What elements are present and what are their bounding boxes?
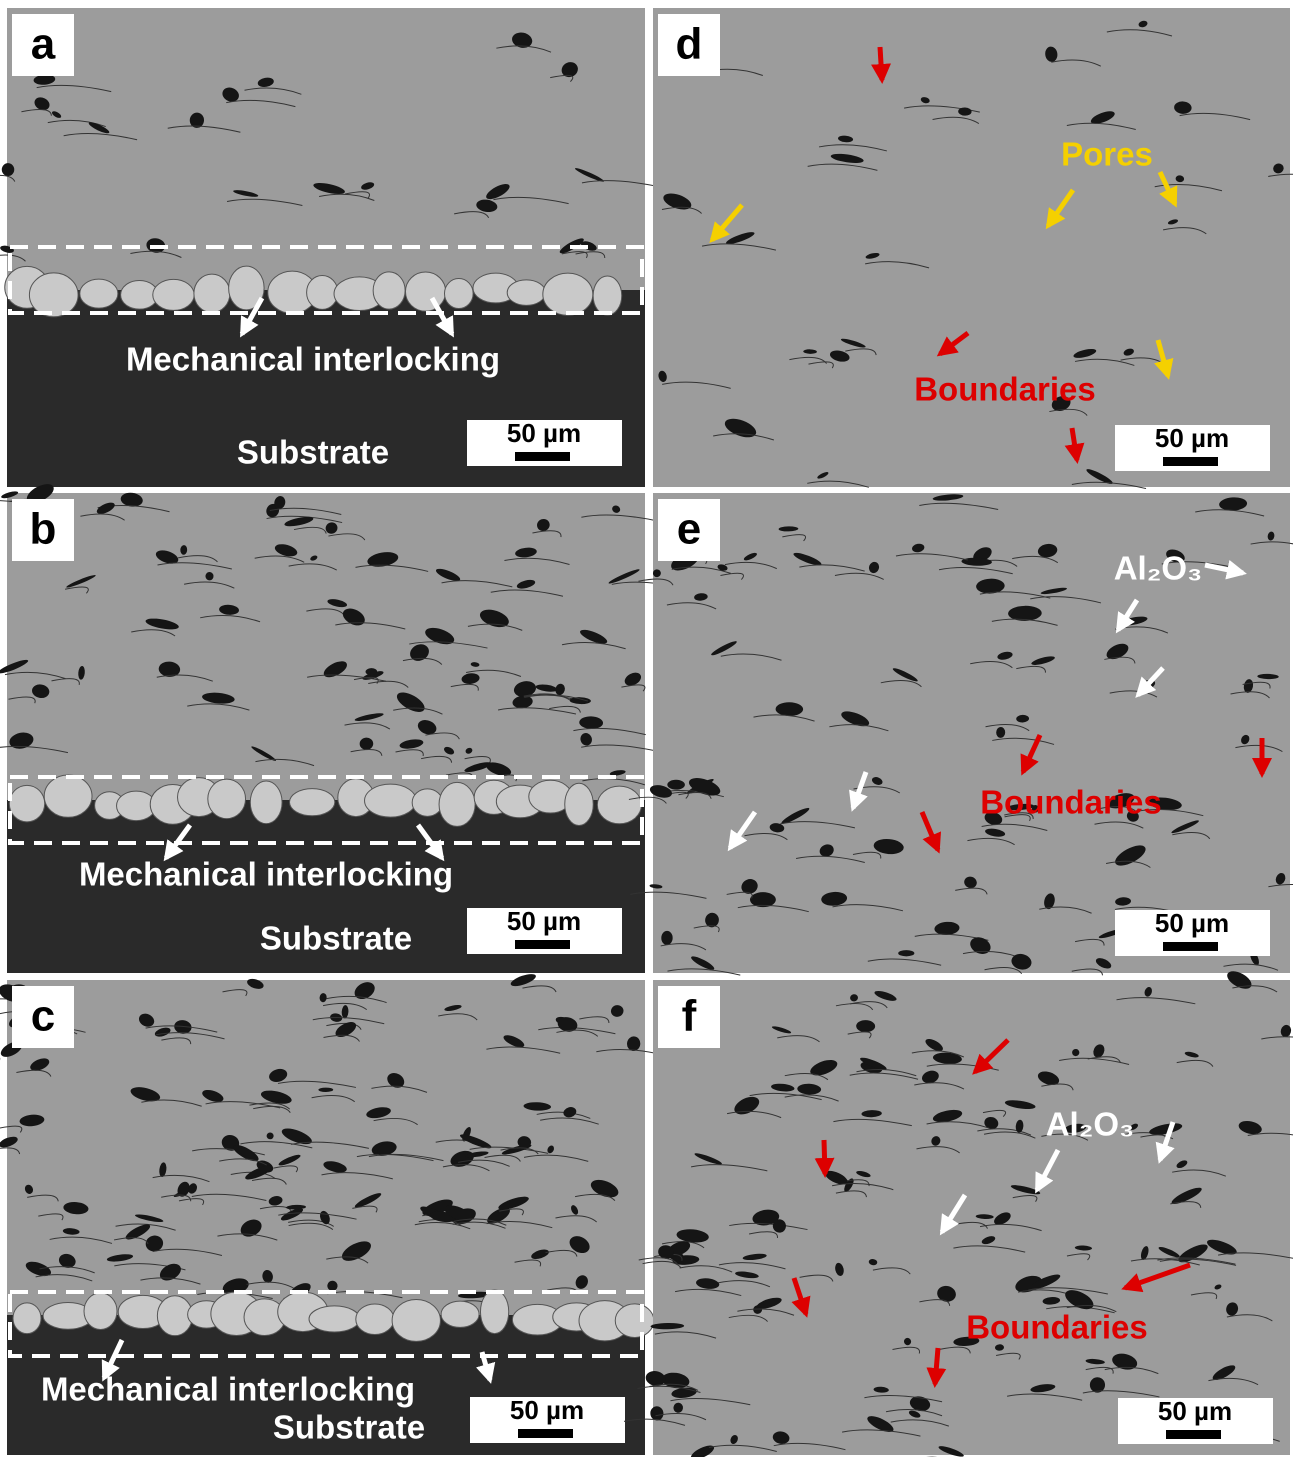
annotation: Substrate	[237, 434, 389, 471]
micrograph-panel: b Mechanical interlocking Substrate 50 µm	[0, 480, 683, 973]
scale-bar-label: 50 µm	[507, 418, 581, 448]
scale-bar-label: 50 µm	[1155, 908, 1229, 938]
particle	[543, 273, 593, 315]
particle	[29, 273, 78, 317]
particle	[208, 779, 246, 818]
particle	[412, 789, 442, 816]
particle	[84, 1293, 117, 1330]
scale-bar-label: 50 µm	[1158, 1396, 1232, 1426]
annotation: Substrate	[273, 1409, 425, 1446]
scale-bar-label: 50 µm	[507, 906, 581, 936]
pore	[898, 950, 914, 956]
particle	[153, 279, 194, 310]
micrograph-panel: e Al₂O₃ Boundaries 50 µm	[629, 493, 1293, 975]
particle	[615, 1304, 654, 1338]
particle	[356, 1304, 394, 1335]
particle	[565, 783, 593, 825]
body: {"panels":[ {"letter":"a","labels":["Mec…	[0, 0, 1293, 1457]
page: SEM micrographs html,body{margin:0;paddi…	[0, 0, 1293, 1457]
arrow	[824, 1140, 825, 1174]
annotation: Al₂O₃	[1114, 550, 1203, 587]
scale-bar-label: 50 µm	[1155, 423, 1229, 453]
pore	[667, 780, 685, 790]
panel-letter: d	[676, 20, 703, 69]
panel-letter: b	[30, 505, 57, 554]
scale-bar	[1163, 457, 1218, 466]
annotation: Substrate	[260, 920, 412, 957]
particle	[507, 280, 545, 306]
particle	[13, 1303, 41, 1334]
scale-bar	[515, 452, 570, 461]
panel-letter: f	[682, 992, 697, 1041]
annotation: Pores	[1061, 136, 1153, 173]
micrograph-panel: f Al₂O₃ Boundaries 50 µm	[624, 968, 1293, 1457]
micrograph-panel: a Mechanical interlocking Substrate 50 µm	[0, 8, 660, 487]
micrograph	[653, 8, 1290, 487]
particle	[250, 781, 282, 824]
panel-letter: c	[31, 992, 55, 1041]
panel-letter: a	[31, 20, 56, 69]
annotation: Mechanical interlocking	[126, 341, 500, 378]
arrow	[935, 1348, 938, 1384]
particle	[9, 785, 44, 821]
particle	[289, 789, 334, 816]
particle	[365, 784, 417, 817]
particle	[309, 1306, 360, 1332]
particle	[439, 782, 475, 826]
particle	[597, 786, 641, 824]
particle	[194, 274, 230, 313]
micrograph-panel: c Mechanical interlockingSubstrate 50 µm	[0, 972, 666, 1455]
particle	[44, 775, 92, 817]
particle	[373, 272, 405, 309]
micrograph	[653, 980, 1290, 1455]
micrograph-panel: d Pores Boundaries 50 µm	[653, 8, 1293, 489]
annotation: Boundaries	[914, 371, 1096, 408]
particle	[80, 279, 118, 308]
arrow	[880, 47, 882, 80]
particle	[307, 275, 338, 309]
annotation: Mechanical interlocking	[79, 856, 453, 893]
scale-bar	[1166, 1430, 1221, 1439]
scale-bar-label: 50 µm	[510, 1395, 584, 1425]
figure: aMechanical interlockingSubstrate50 µmbM…	[0, 0, 1293, 1457]
annotation: Boundaries	[966, 1309, 1148, 1346]
pore	[267, 1133, 274, 1140]
particle	[444, 279, 473, 309]
scale-bar	[515, 940, 570, 949]
scale-bar	[1163, 942, 1218, 951]
particle	[441, 1301, 479, 1327]
particle	[480, 1290, 508, 1334]
panel-letter: e	[677, 505, 701, 554]
scale-bar	[518, 1429, 573, 1438]
annotation: Boundaries	[980, 784, 1162, 821]
particle	[593, 276, 622, 315]
annotation: Mechanical interlocking	[41, 1371, 415, 1408]
particle	[392, 1300, 440, 1342]
annotation: Al₂O₃	[1046, 1106, 1135, 1143]
particle	[405, 272, 445, 311]
